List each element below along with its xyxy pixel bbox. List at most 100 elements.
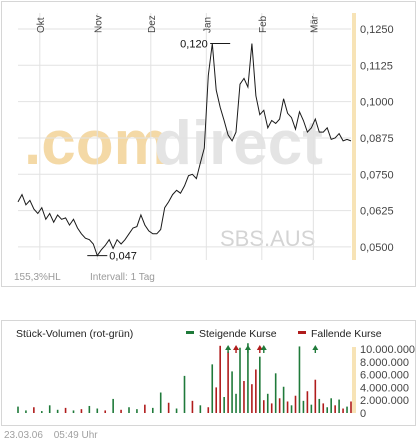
volume-bar xyxy=(239,347,241,413)
volume-overflow-arrow-icon xyxy=(260,345,267,350)
timestamp: 23.03.06 05:49 Uhr xyxy=(4,430,106,441)
legend-rising-label: Steigende Kurse xyxy=(199,328,277,340)
volume-bar xyxy=(191,400,194,413)
y-tick-label-0: 0,0500 xyxy=(360,242,394,254)
price-line xyxy=(17,43,352,257)
volume-bar xyxy=(342,408,344,413)
volume-bar xyxy=(128,407,130,413)
price-x-axis-labels: Okt Nov Dez Jan Feb Mär xyxy=(36,15,321,33)
volume-arrows xyxy=(225,345,319,353)
volume-bar xyxy=(227,351,229,413)
volume-bar xyxy=(314,379,317,413)
volume-bar xyxy=(56,409,59,413)
volume-bar xyxy=(298,346,301,413)
timestamp-time: 05:49 Uhr xyxy=(53,430,98,441)
watermark-direct: direct xyxy=(154,109,323,178)
volume-bar xyxy=(247,343,249,413)
volume-chart: Stück-Volumen (rot-grün) Steigende Kurse… xyxy=(16,328,415,420)
range-label: 155,3%HL xyxy=(14,272,61,283)
annotation-high-label: 0,120 xyxy=(180,39,208,51)
volume-bar xyxy=(88,405,91,413)
volume-bar xyxy=(25,410,27,413)
volume-bar xyxy=(144,404,146,413)
price-chart-background xyxy=(352,13,356,260)
volume-bar xyxy=(330,398,332,413)
volume-bar xyxy=(350,401,352,413)
volume-bar xyxy=(48,405,51,413)
volume-y-tick-label-4: 8.000.000 xyxy=(360,357,409,369)
volume-bar xyxy=(310,404,313,413)
volume-bar xyxy=(282,386,285,413)
volume-bar xyxy=(270,403,273,413)
volume-bar xyxy=(17,406,19,413)
x-tick-label-dez: Dez xyxy=(147,15,158,33)
volume-bar xyxy=(112,398,114,413)
x-tick-label-feb: Feb xyxy=(258,15,269,33)
x-tick-label-mär: Mär xyxy=(309,15,320,33)
volume-bar xyxy=(223,397,225,413)
volume-bar xyxy=(255,369,257,413)
y-tick-label-3: 0,0875 xyxy=(360,133,394,145)
volume-bar xyxy=(80,409,83,413)
legend-falling-label: Fallende Kurse xyxy=(311,328,382,340)
legend-falling-swatch xyxy=(298,331,306,334)
volume-bar xyxy=(243,381,245,413)
volume-y-tick-label-0: 0 xyxy=(360,408,366,420)
volume-bar xyxy=(278,398,281,413)
volume-bar xyxy=(207,407,210,413)
volume-chart-panel: Stück-Volumen (rot-grün) Steigende Kurse… xyxy=(1,320,416,426)
volume-bar xyxy=(290,405,293,413)
y-tick-label-2: 0,0750 xyxy=(360,169,394,181)
volume-bar xyxy=(136,409,138,413)
volume-bar xyxy=(251,384,253,413)
y-tick-label-1: 0,0625 xyxy=(360,206,394,218)
volume-overflow-arrow-icon xyxy=(256,345,263,350)
watermark-com: .com xyxy=(24,109,169,178)
volume-bar xyxy=(167,402,170,413)
price-chart-panel: .com direct SBS.AUS Okt Nov Dez Jan Feb Mär 0… xyxy=(1,1,416,287)
volume-bar xyxy=(306,391,309,413)
volume-y-tick-label-5: 10.000.000 xyxy=(360,344,415,356)
legend-rising-swatch xyxy=(186,331,194,334)
volume-bar xyxy=(40,411,43,413)
volume-bar xyxy=(231,371,233,413)
volume-bar xyxy=(274,373,277,413)
timestamp-date: 23.03.06 xyxy=(4,430,43,441)
volume-y-tick-label-1: 2.000.000 xyxy=(360,395,409,407)
interval-label: Intervall: 1 Tag xyxy=(90,272,155,283)
volume-bar xyxy=(211,364,214,413)
volume-bar xyxy=(259,356,261,413)
volume-y-tick-label-2: 4.000.000 xyxy=(360,382,409,394)
y-tick-label-6: 0,1250 xyxy=(360,24,394,36)
volume-bar xyxy=(294,395,297,413)
volume-y-tick-label-3: 6.000.000 xyxy=(360,370,409,382)
price-y-axis-labels: 0,0500 0,0625 0,0750 0,0875 0,1000 0,1125 0,12… xyxy=(360,24,394,254)
right-axis-bar xyxy=(352,13,356,260)
volume-bar xyxy=(266,393,269,413)
volume-bar xyxy=(326,407,329,413)
volume-bar xyxy=(322,403,325,413)
volume-bar xyxy=(262,400,265,413)
volume-bar xyxy=(64,407,67,413)
volume-overflow-arrow-icon xyxy=(233,345,240,350)
volume-bar xyxy=(151,407,154,413)
y-tick-label-5: 0,1125 xyxy=(360,60,393,72)
price-chart: .com direct SBS.AUS Okt Nov Dez Jan Feb Mär 0… xyxy=(14,13,394,283)
annotation-low-label: 0,047 xyxy=(109,251,137,263)
volume-bar xyxy=(104,410,107,413)
volume-bar xyxy=(302,400,305,413)
price-grid xyxy=(18,13,351,260)
x-tick-label-jan: Jan xyxy=(202,17,213,33)
volume-bar xyxy=(33,407,35,413)
volume-bar xyxy=(199,405,202,413)
volume-bar xyxy=(159,392,162,413)
volume-bar xyxy=(183,375,186,413)
volume-bar xyxy=(72,410,75,413)
volume-bar xyxy=(318,398,321,413)
volume-bar xyxy=(286,401,289,413)
volume-bar xyxy=(338,399,340,413)
volume-bar xyxy=(96,408,99,413)
volume-overflow-arrow-icon xyxy=(312,345,319,350)
price-annotations: 0,120 0,047 xyxy=(87,39,231,263)
volume-bars xyxy=(17,343,352,413)
